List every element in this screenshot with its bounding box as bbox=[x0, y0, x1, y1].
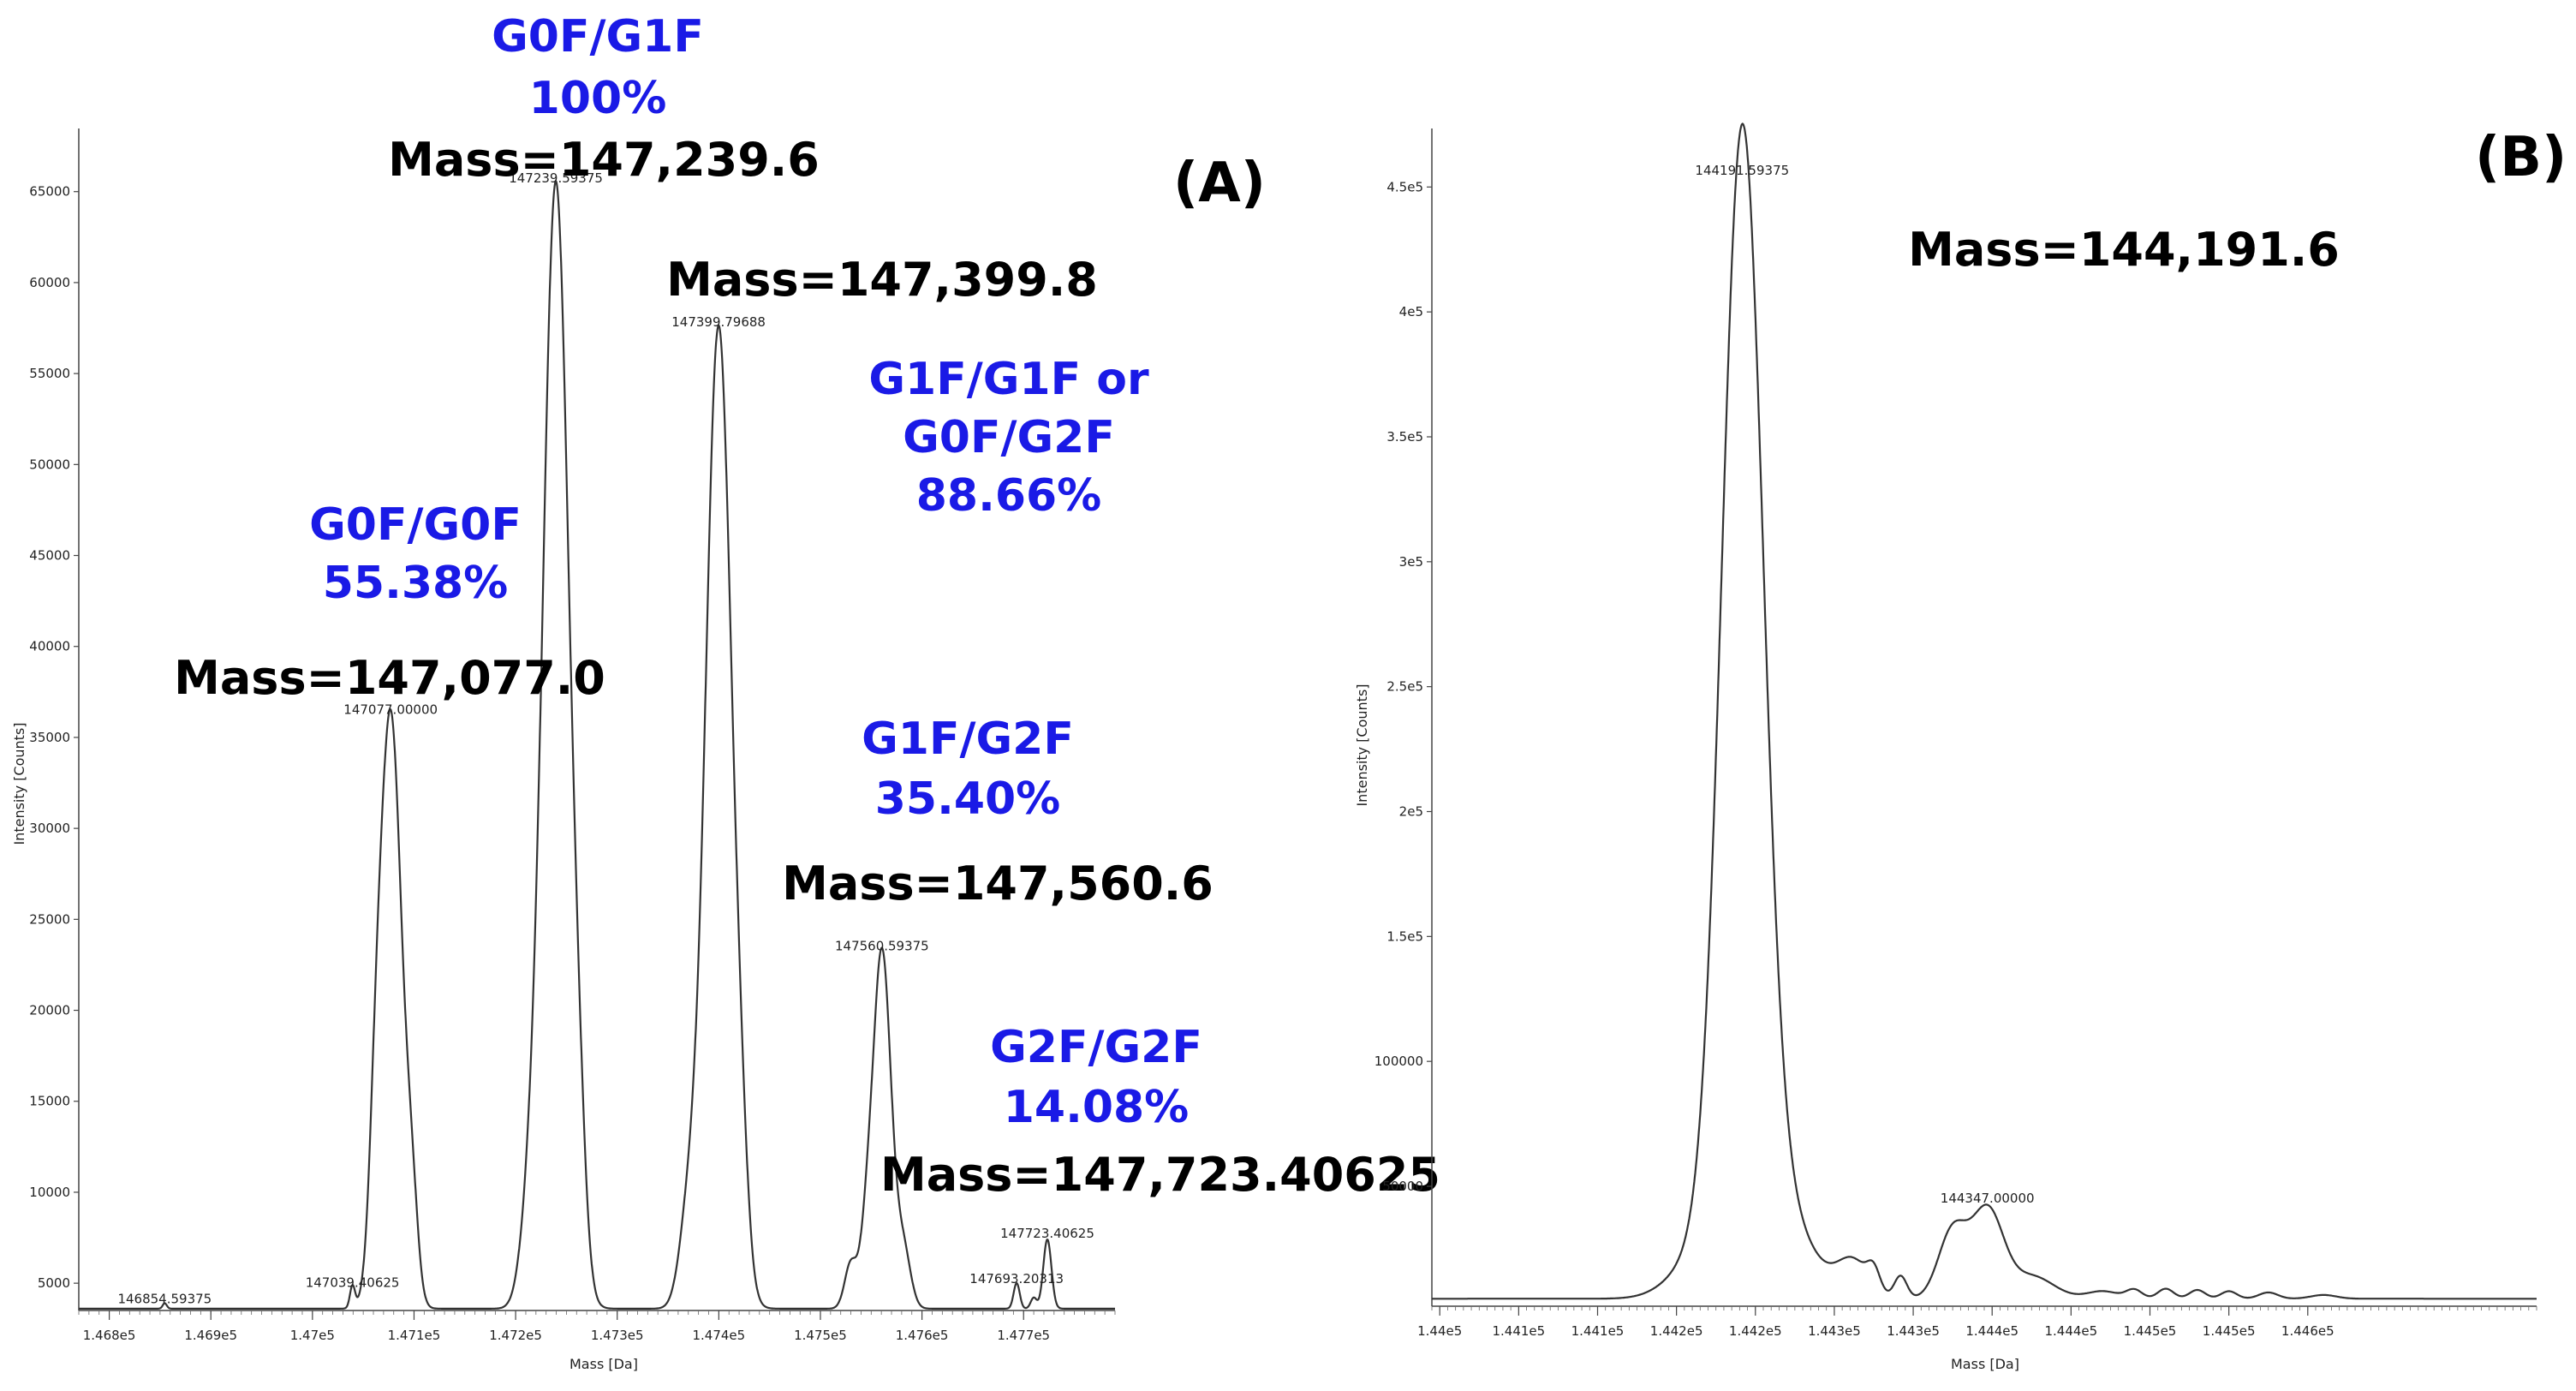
x-tick-label: 1.443e5 bbox=[1887, 1323, 1940, 1339]
y-tick-label: 65000 bbox=[29, 184, 70, 200]
y-tick-label: 15000 bbox=[29, 1094, 70, 1109]
annotation-g1f-g1f-label: G1F/G1F or bbox=[868, 354, 1149, 405]
y-tick-label: 20000 bbox=[29, 1003, 70, 1018]
x-tick-label: 1.444e5 bbox=[1965, 1323, 2018, 1339]
x-tick-label: 1.473e5 bbox=[591, 1328, 644, 1343]
y-tick-label: 2e5 bbox=[1399, 804, 1423, 820]
y-tick-label: 1.5e5 bbox=[1386, 928, 1423, 944]
peak-label: 147039.40625 bbox=[306, 1275, 400, 1290]
x-tick-label: 1.472e5 bbox=[489, 1328, 542, 1343]
y-tick-label: 30000 bbox=[29, 821, 70, 836]
y-tick-label: 4.5e5 bbox=[1386, 179, 1423, 194]
x-tick-label: 1.445e5 bbox=[2203, 1323, 2256, 1339]
annotation-g0f-g0f-pct: 55.38% bbox=[323, 558, 509, 609]
x-tick-label: 1.471e5 bbox=[388, 1328, 441, 1343]
panel-a-axes: 5000 10000 15000 20000 25000 30000 35000 40000 4… bbox=[29, 128, 1116, 1343]
peak-label: 147723.40625 bbox=[1000, 1226, 1094, 1241]
x-tick-label: 1.445e5 bbox=[2124, 1323, 2177, 1339]
peak-label: 146854.59375 bbox=[117, 1292, 212, 1307]
x-tick-label: 1.469e5 bbox=[184, 1328, 237, 1343]
peak-label: 147560.59375 bbox=[835, 938, 929, 953]
x-tick-label: 1.444e5 bbox=[2044, 1323, 2097, 1339]
y-tick-label: 50000 bbox=[1382, 1179, 1423, 1194]
y-tick-label: 60000 bbox=[29, 275, 70, 290]
panel-a-y-axis-title: Intensity [Counts] bbox=[11, 722, 27, 845]
y-tick-label: 4e5 bbox=[1399, 304, 1423, 319]
x-tick-label: 1.468e5 bbox=[83, 1328, 136, 1343]
y-tick-label: 100000 bbox=[1374, 1054, 1423, 1069]
panel-a-peak-labels: 146854.59375 147039.40625 147077.00000 1472… bbox=[117, 170, 1094, 1306]
x-tick-label: 1.441e5 bbox=[1492, 1323, 1545, 1339]
panel-a-x-axis-title: Mass [Da] bbox=[569, 1356, 638, 1372]
peak-label: 144191.59375 bbox=[1695, 163, 1789, 178]
annotation-g0f-g0f-mass: Mass=147,077.0 bbox=[174, 651, 605, 705]
annotation-g1f-g2f-pct: 35.40% bbox=[875, 773, 1061, 825]
annotation-g2f-g2f-mass: Mass=147,723.40625 bbox=[880, 1148, 1440, 1202]
x-tick-label: 1.442e5 bbox=[1650, 1323, 1703, 1339]
annotation-g0f-g1f-pct: 100% bbox=[529, 73, 667, 124]
annotation-g1f-g2f-mass: Mass=147,560.6 bbox=[782, 857, 1213, 910]
y-tick-label: 3.5e5 bbox=[1386, 429, 1423, 445]
panel-a: 5000 10000 15000 20000 25000 30000 35000 40000 4… bbox=[11, 11, 1440, 1372]
y-tick-label: 5000 bbox=[38, 1275, 70, 1291]
peak-label: 147399.79688 bbox=[671, 314, 766, 330]
x-tick-label: 1.442e5 bbox=[1729, 1323, 1782, 1339]
panel-b: 50000 100000 1.5e5 2e5 2.5e5 3e5 3.5e5 4e5 4.5e5… bbox=[1354, 122, 2567, 1372]
annotation-g0f-g1f-mass: Mass=147,239.6 bbox=[388, 133, 820, 187]
annotation-g1f-g1f-mass: Mass=147,399.8 bbox=[666, 253, 1098, 307]
peak-label: 147239.59375 bbox=[509, 170, 603, 186]
x-tick-label: 1.443e5 bbox=[1808, 1323, 1861, 1339]
panel-b-x-axis-title: Mass [Da] bbox=[1951, 1356, 2019, 1372]
annotation-b-mass: Mass=144,191.6 bbox=[1908, 223, 2340, 277]
x-tick-label: 1.44e5 bbox=[1417, 1323, 1462, 1339]
annotation-g1f-g2f-label: G1F/G2F bbox=[862, 713, 1074, 765]
panel-b-spectrum-line bbox=[1432, 122, 2537, 1300]
peak-label: 147693.20313 bbox=[969, 1271, 1064, 1287]
y-tick-label: 55000 bbox=[29, 366, 70, 381]
annotation-g0f-g2f-label: G0F/G2F bbox=[903, 412, 1115, 463]
y-tick-label: 45000 bbox=[29, 548, 70, 564]
y-tick-label: 35000 bbox=[29, 730, 70, 745]
annotation-g0f-g1f-label: G0F/G1F bbox=[492, 11, 704, 63]
y-tick-label: 10000 bbox=[29, 1185, 70, 1200]
annotation-g2f-g2f-pct: 14.08% bbox=[1004, 1082, 1190, 1133]
x-tick-label: 1.47e5 bbox=[290, 1328, 335, 1343]
annotation-g1f-g1f-pct: 88.66% bbox=[916, 470, 1102, 522]
x-tick-label: 1.446e5 bbox=[2281, 1323, 2334, 1339]
panel-a-spectrum-line bbox=[79, 179, 1115, 1310]
x-tick-label: 1.474e5 bbox=[692, 1328, 745, 1343]
panel-b-peak-labels: 144191.59375 144347.00000 bbox=[1695, 163, 2034, 1206]
annotation-g0f-g0f-label: G0F/G0F bbox=[309, 499, 522, 551]
panel-b-tag: (B) bbox=[2475, 126, 2567, 189]
y-tick-label: 50000 bbox=[29, 457, 70, 472]
x-tick-label: 1.441e5 bbox=[1571, 1323, 1625, 1339]
x-tick-label: 1.477e5 bbox=[997, 1328, 1050, 1343]
panel-b-y-axis-title: Intensity [Counts] bbox=[1354, 684, 1370, 806]
annotation-g2f-g2f-label: G2F/G2F bbox=[990, 1022, 1202, 1073]
peak-label: 144347.00000 bbox=[1941, 1191, 2035, 1206]
panel-a-tag: (A) bbox=[1173, 152, 1266, 215]
peak-label: 147077.00000 bbox=[343, 701, 438, 717]
y-tick-label: 3e5 bbox=[1399, 554, 1423, 570]
panel-b-axes: 50000 100000 1.5e5 2e5 2.5e5 3e5 3.5e5 4e5 4.5e5… bbox=[1374, 128, 2537, 1339]
x-tick-label: 1.475e5 bbox=[794, 1328, 847, 1343]
y-tick-label: 2.5e5 bbox=[1386, 679, 1423, 695]
x-tick-label: 1.476e5 bbox=[896, 1328, 949, 1343]
y-tick-label: 40000 bbox=[29, 639, 70, 654]
y-tick-label: 25000 bbox=[29, 911, 70, 927]
